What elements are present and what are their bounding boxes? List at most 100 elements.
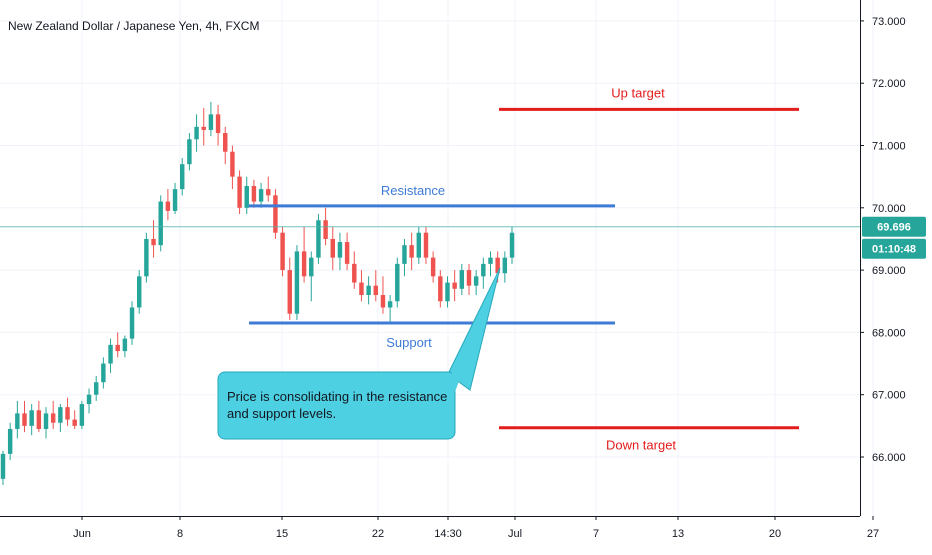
candle	[158, 195, 163, 252]
candle-body	[423, 232, 429, 258]
candle-body	[337, 242, 343, 258]
candle	[294, 245, 300, 320]
candle	[58, 404, 63, 433]
candle-body	[230, 151, 235, 177]
candle	[423, 226, 429, 264]
last-price-badge: 69.696	[862, 216, 926, 237]
x-tick-label: 7	[593, 528, 599, 540]
y-tick-label: 68.000	[872, 327, 906, 339]
candle-body	[165, 201, 171, 211]
candle-body	[459, 270, 465, 289]
candle-body	[402, 245, 407, 264]
candle-body	[122, 338, 128, 352]
candle	[223, 126, 228, 165]
x-tick-label: 14:30	[434, 528, 462, 540]
countdown-value: 01:10:48	[872, 244, 916, 256]
candle	[144, 232, 149, 283]
candle	[201, 108, 206, 146]
candle-body	[359, 282, 364, 296]
candle	[466, 263, 472, 296]
candle-body	[387, 301, 393, 308]
candle	[301, 226, 307, 283]
candle	[287, 257, 292, 320]
candle-body	[287, 270, 292, 314]
y-tick-label: 73.000	[872, 16, 906, 28]
candle-layer	[0, 101, 515, 486]
candle	[438, 270, 443, 308]
candle	[36, 400, 42, 433]
candle-body	[473, 276, 479, 286]
chart-title: New Zealand Dollar / Japanese Yen, 4h, F…	[8, 19, 259, 33]
candle-body	[280, 232, 285, 271]
candle	[180, 157, 185, 196]
callout-text: and support levels.	[227, 406, 336, 421]
candle	[473, 270, 479, 296]
candle-body	[452, 282, 457, 289]
candle-body	[488, 257, 493, 264]
candle	[266, 176, 271, 202]
candle	[0, 450, 6, 486]
candle	[15, 400, 20, 439]
candle-body	[323, 220, 328, 239]
candle-body	[294, 251, 300, 314]
candle-body	[244, 185, 249, 208]
candle-body	[258, 189, 264, 202]
candle	[359, 270, 364, 302]
candle	[309, 251, 314, 302]
candle	[43, 407, 49, 439]
y-tick-label: 66.000	[872, 452, 906, 464]
annotation-layer: Resistance Support Up target Down target Pri…	[0, 85, 860, 453]
callout-bubble: Price is consolidating in the resistance…	[217, 267, 501, 440]
candle-body	[86, 394, 92, 405]
candle-body	[158, 201, 163, 246]
candle	[316, 214, 321, 264]
candle	[395, 257, 400, 308]
candle	[194, 114, 199, 152]
candle	[380, 276, 386, 314]
up-target-label: Up target	[611, 85, 665, 100]
candle	[115, 332, 120, 358]
candle	[165, 189, 171, 221]
candle	[101, 357, 106, 389]
candle	[29, 404, 34, 436]
candle	[280, 226, 285, 277]
candle-body	[438, 276, 443, 302]
candle	[509, 226, 515, 264]
candle-body	[215, 114, 221, 134]
candle-body	[509, 232, 515, 258]
candle	[481, 257, 486, 289]
axis-layer: 66.000 67.000 68.000 69.000 70.000 71.000 72.0…	[0, 0, 926, 540]
candle-body	[237, 176, 242, 208]
candle-body	[151, 238, 156, 246]
candle-body	[201, 126, 206, 130]
candle	[387, 295, 393, 324]
candle	[251, 179, 257, 208]
candle	[373, 270, 379, 302]
candle-body	[416, 232, 422, 258]
candle	[244, 176, 249, 215]
candle-body	[373, 285, 379, 296]
candle-body	[223, 133, 228, 152]
callout-pointer-fill	[451, 268, 500, 392]
candle	[416, 226, 422, 264]
candle-body	[481, 263, 486, 277]
x-tick-label: 22	[372, 528, 384, 540]
candle	[402, 238, 407, 277]
x-tick-label: Jun	[73, 528, 91, 540]
candle	[208, 101, 214, 137]
y-tick-label: 69.000	[872, 265, 906, 277]
candle	[187, 133, 192, 171]
y-tick-label: 67.000	[872, 390, 906, 402]
candle-body	[495, 257, 500, 274]
candle-body	[273, 195, 278, 233]
x-tick-label: Jul	[508, 528, 522, 540]
candle-body	[466, 270, 472, 286]
candle-body	[0, 453, 6, 479]
candle-body	[36, 410, 42, 429]
candle-body	[380, 295, 386, 308]
candle	[352, 251, 357, 289]
candle-body	[144, 238, 149, 277]
candle-body	[50, 413, 56, 423]
